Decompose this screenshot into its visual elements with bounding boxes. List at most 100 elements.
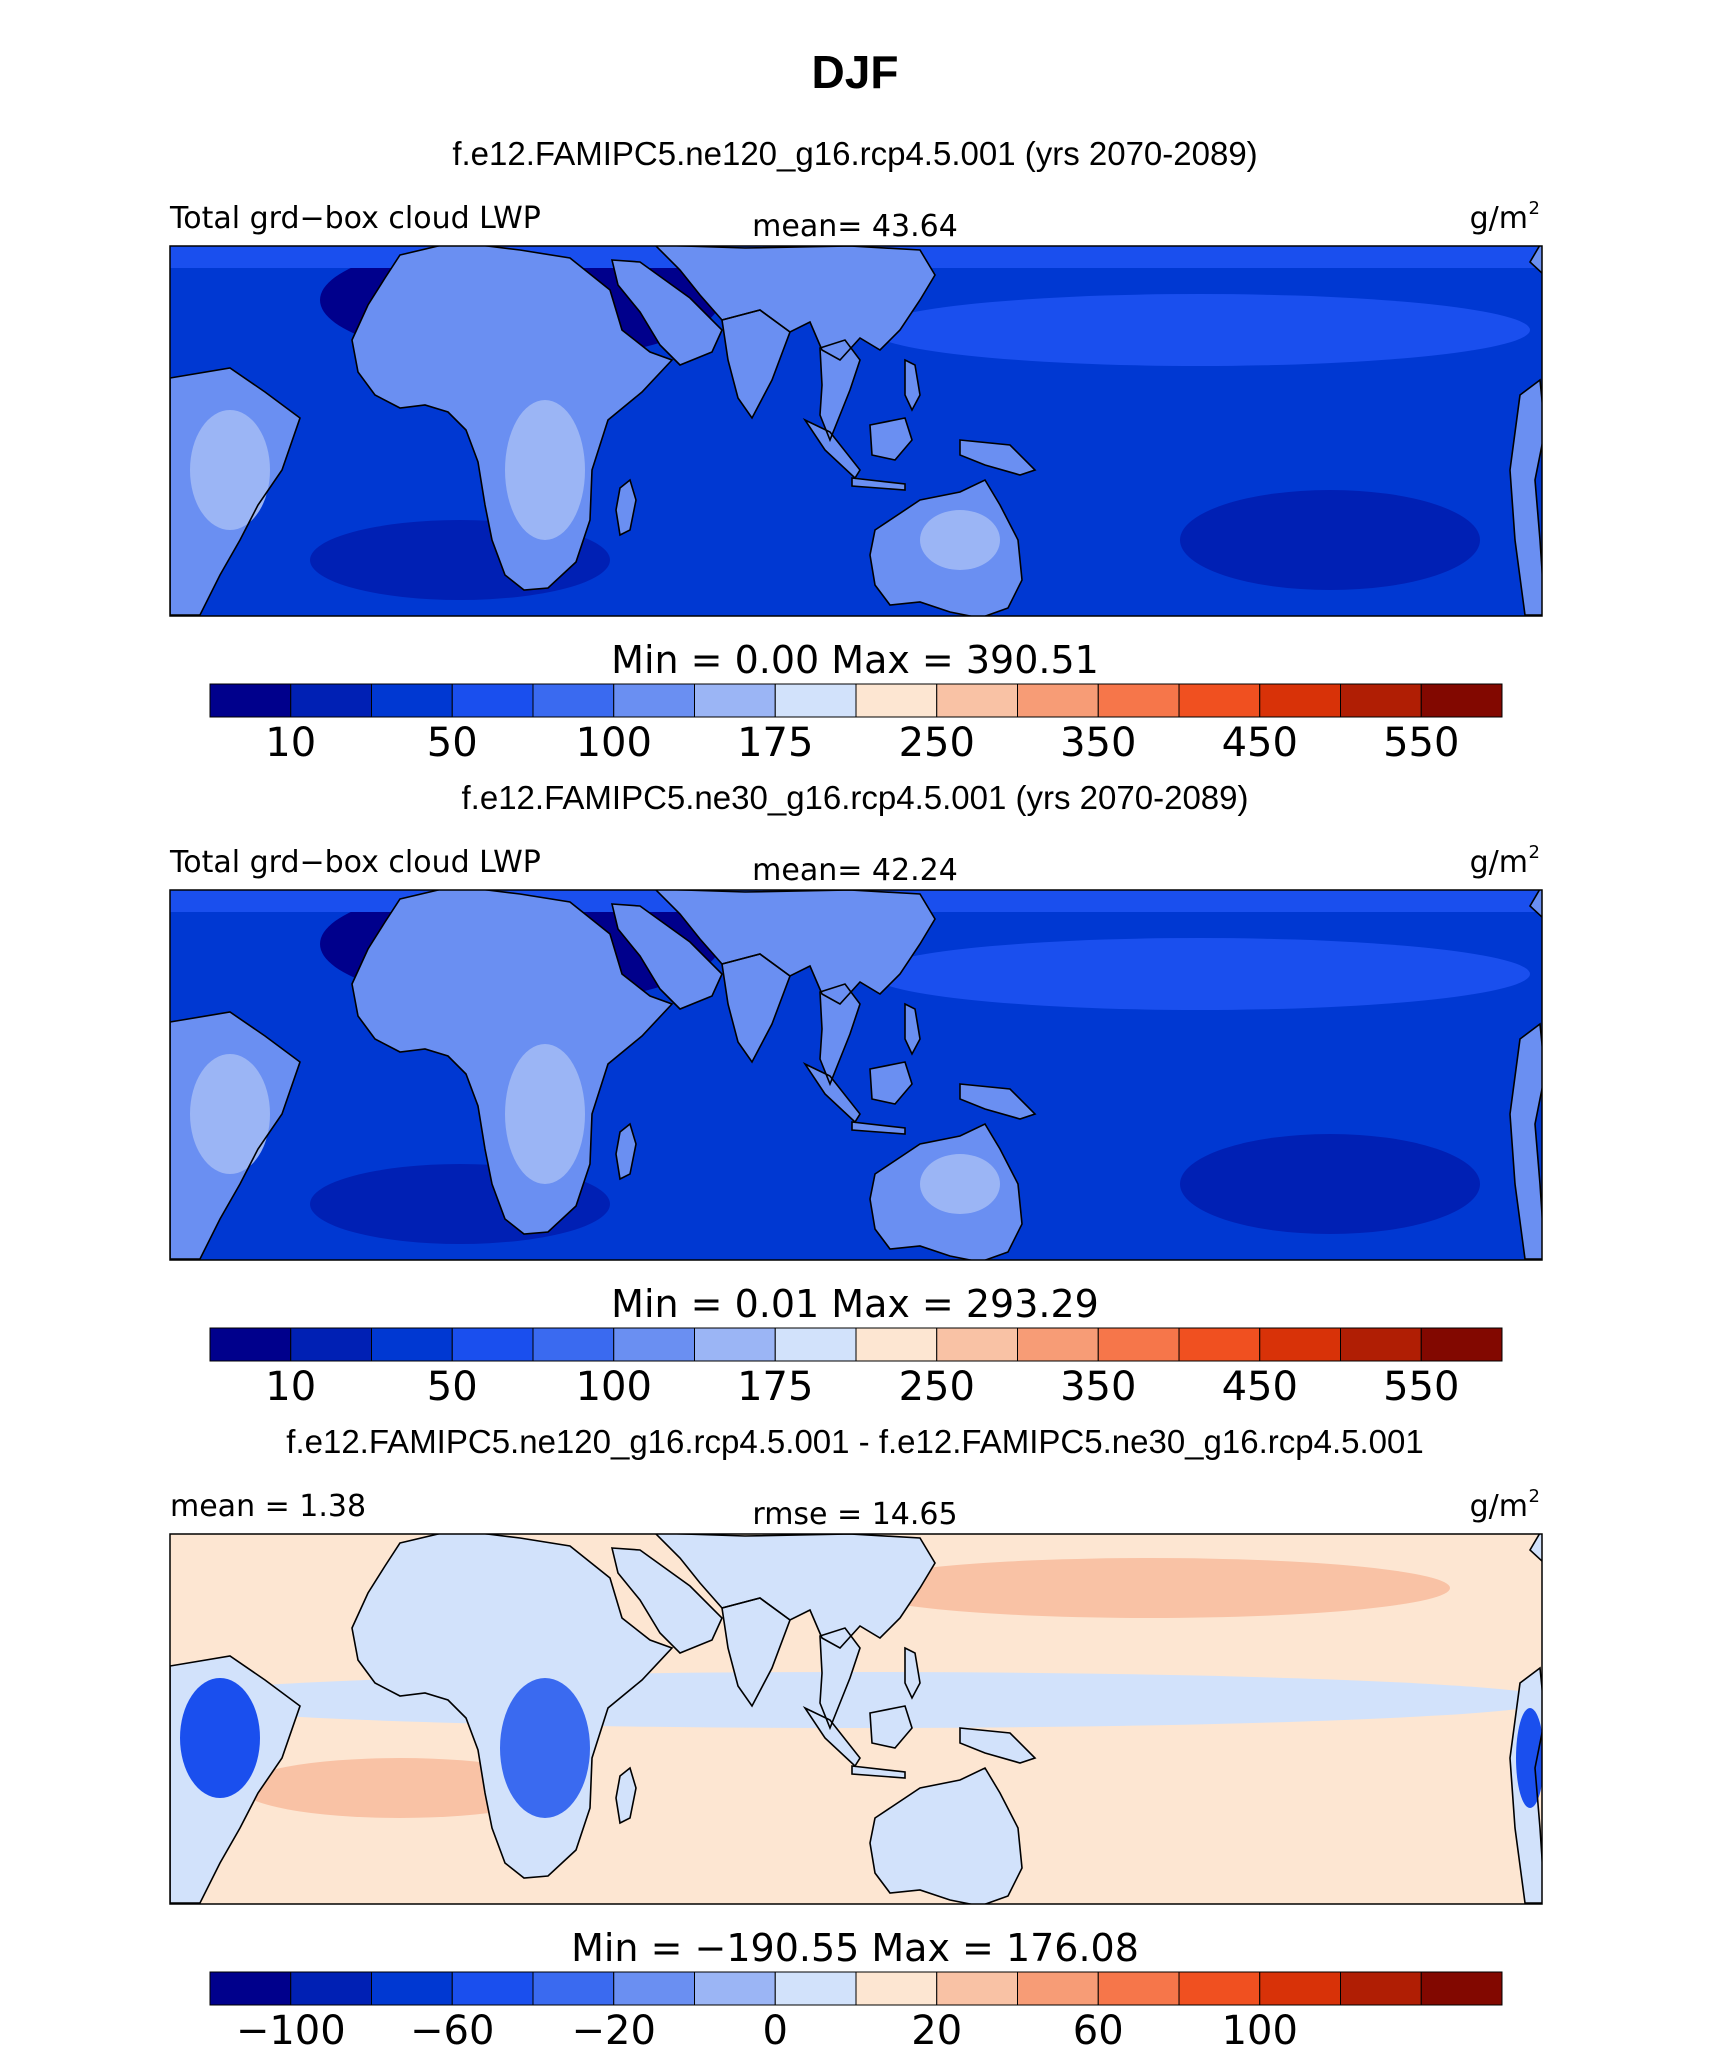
minmax-label: Min = 0.01 Max = 293.29 [611,1282,1099,1326]
panel-left-label: mean = 1.38 [170,1489,366,1524]
map-frame [169,889,1543,1261]
colorbar-box [532,1971,615,2006]
colorbar-tick-label: 100 [1222,2008,1298,2048]
colorbar-box [774,1971,857,2006]
colorbar-box [1178,1327,1261,1362]
panel-units-superscript: 2 [1529,842,1540,863]
colorbar: 10 50 100 175 250 350 450 550 [209,683,1503,766]
colorbar-box [1259,1971,1341,2006]
colorbar-box [451,1971,534,2006]
panel-units-superscript: 2 [1529,1486,1540,1507]
panel-left-label: Total grd−box cloud LWP [169,201,541,236]
colorbar-tick-label: 350 [1060,1364,1136,1410]
colorbar-box [1340,1971,1422,2006]
panel-left-label: Total grd−box cloud LWP [169,845,541,880]
colorbar-tick-label: 100 [576,720,652,766]
colorbar-tick-label: 450 [1222,720,1298,766]
colorbar-box [1178,1971,1261,2006]
panel-subtitle: f.e12.FAMIPC5.ne30_g16.rcp4.5.001 (yrs 2… [462,779,1249,816]
colorbar-tick-label: −60 [410,2008,494,2048]
colorbar-tick-label: 550 [1383,1364,1459,1410]
panel-subtitle: f.e12.FAMIPC5.ne120_g16.rcp4.5.001 (yrs … [452,135,1257,172]
panel-p3: f.e12.FAMIPC5.ne120_g16.rcp4.5.001 - f.e… [169,1423,1543,2048]
colorbar-box [1178,683,1261,718]
colorbar-box [936,1327,1018,1362]
colorbar-box [694,683,776,718]
map-frame [169,245,1543,617]
colorbar-tick-label: 100 [576,1364,652,1410]
colorbar-box [1259,683,1341,718]
colorbar-box [451,1327,534,1362]
colorbar-box [613,683,695,718]
colorbar-box [1017,1971,1099,2006]
panel-p1: f.e12.FAMIPC5.ne120_g16.rcp4.5.001 (yrs … [169,135,1543,766]
colorbar-box [371,1971,453,2006]
colorbar-box [774,683,857,718]
colorbar-box [855,1971,938,2006]
colorbar-box [371,683,453,718]
colorbar-box [290,1971,372,2006]
colorbar-box [209,1327,292,1362]
colorbar-box [1097,1327,1180,1362]
colorbar-tick-label: 20 [911,2008,962,2048]
colorbar-box [290,683,372,718]
colorbar-box [1340,683,1422,718]
colorbar-tick-label: 175 [737,720,813,766]
colorbar-box [936,683,1018,718]
colorbar-tick-label: −100 [236,2008,346,2048]
minmax-label: Min = 0.00 Max = 390.51 [611,638,1099,682]
colorbar-box [694,1971,776,2006]
colorbar-box [1340,1327,1422,1362]
colorbar-tick-label: 550 [1383,720,1459,766]
colorbar-box [532,1327,615,1362]
colorbar-tick-label: 10 [265,1364,316,1410]
colorbar-tick-label: 450 [1222,1364,1298,1410]
colorbar-box [451,683,534,718]
colorbar-box [532,683,615,718]
panel-units: g/m [1470,201,1528,236]
figure-title: DJF [812,46,899,98]
colorbar-box [613,1971,695,2006]
colorbar-tick-label: −20 [572,2008,656,2048]
colorbar-box [290,1327,372,1362]
colorbar-tick-label: 10 [265,720,316,766]
colorbar-box [1017,1327,1099,1362]
colorbar-tick-label: 175 [737,1364,813,1410]
map-field-lwp_ne30 [170,890,1542,1260]
panel-subtitle: f.e12.FAMIPC5.ne120_g16.rcp4.5.001 - f.e… [286,1423,1423,1460]
colorbar-box [209,683,292,718]
panel-units: g/m [1470,845,1528,880]
map-field-lwp_ne120 [170,246,1542,616]
colorbar-tick-label: 250 [899,720,975,766]
colorbar-box [774,1327,857,1362]
colorbar-tick-label: 60 [1073,2008,1124,2048]
colorbar-box [855,1327,938,1362]
colorbar-tick-label: 0 [763,2008,788,2048]
colorbar-box [1420,683,1503,718]
colorbar-box [1420,1971,1503,2006]
colorbar-box [1420,1327,1503,1362]
colorbar-box [694,1327,776,1362]
panel-p2: f.e12.FAMIPC5.ne30_g16.rcp4.5.001 (yrs 2… [169,779,1543,1410]
colorbar-tick-label: 250 [899,1364,975,1410]
colorbar-box [1017,683,1099,718]
map-field-lwp_diff [170,1534,1542,1904]
map-frame [169,1533,1543,1905]
panel-center-stat: mean= 43.64 [752,209,958,244]
colorbar-tick-label: 50 [427,720,478,766]
colorbar-tick-label: 350 [1060,720,1136,766]
panel-units: g/m [1470,1489,1528,1524]
colorbar-box [1259,1327,1341,1362]
colorbar-box [855,683,938,718]
colorbar-tick-label: 50 [427,1364,478,1410]
colorbar-box [371,1327,453,1362]
colorbar-box [209,1971,292,2006]
panel-units-superscript: 2 [1529,198,1540,219]
colorbar-box [613,1327,695,1362]
colorbar: −100 −60 −20 0 20 60 100 [209,1971,1503,2048]
colorbar-box [936,1971,1018,2006]
minmax-label: Min = −190.55 Max = 176.08 [571,1926,1139,1970]
colorbar-box [1097,1971,1180,2006]
colorbar-box [1097,683,1180,718]
